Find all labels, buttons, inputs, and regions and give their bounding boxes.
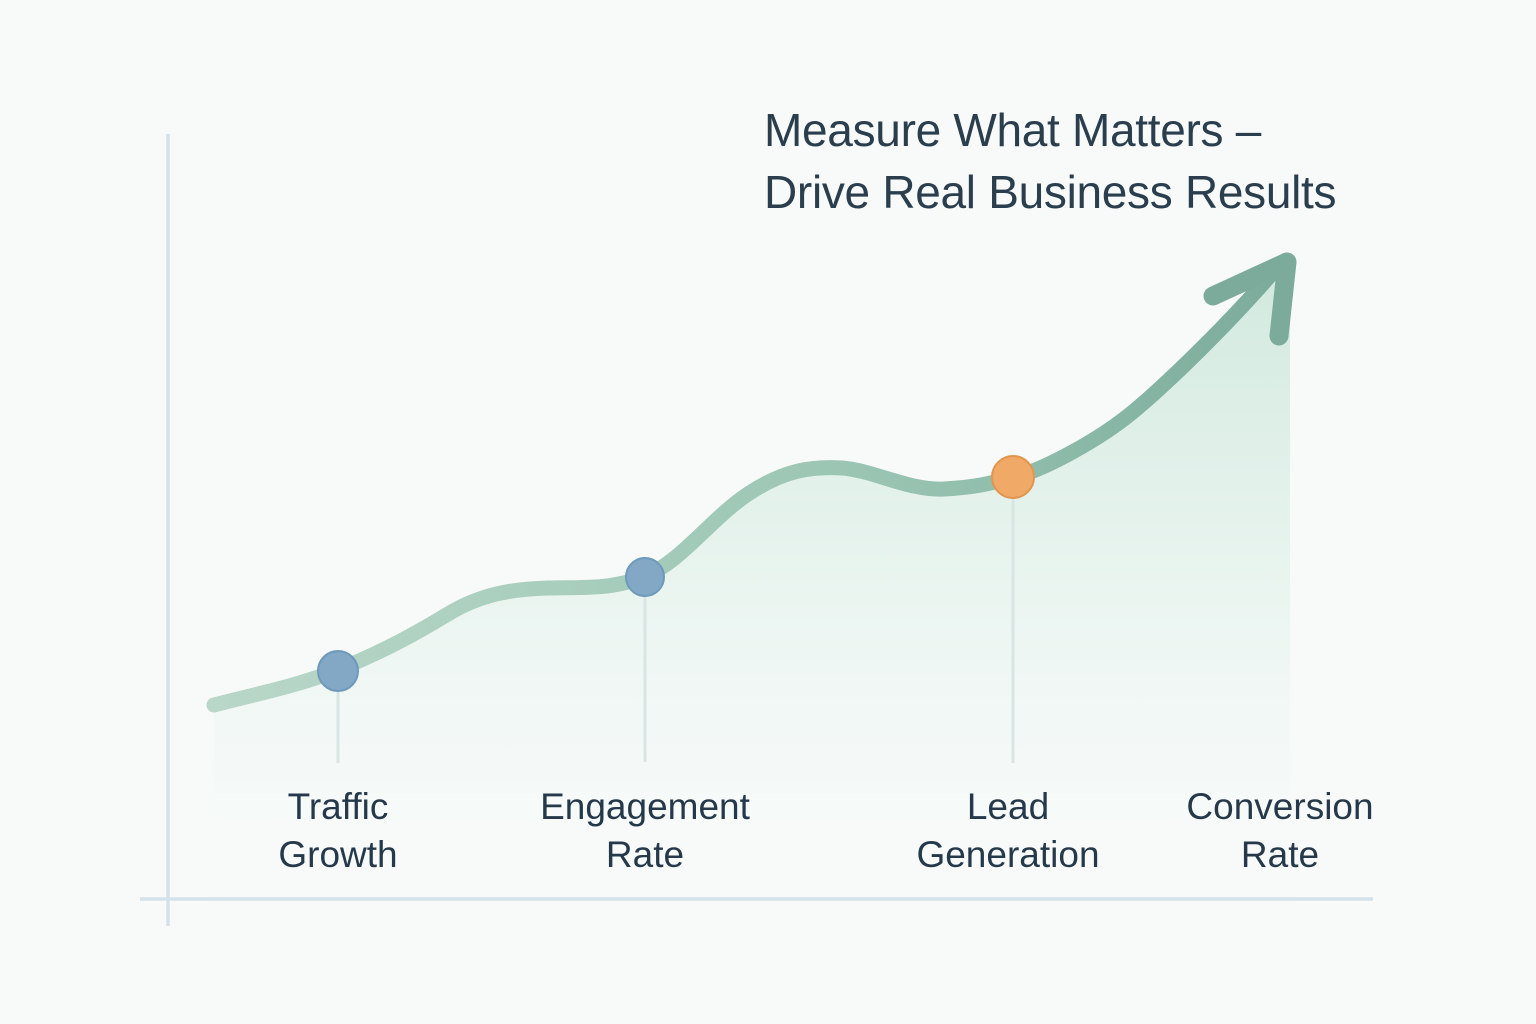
milestone-label-line: Conversion [1186, 786, 1374, 827]
milestone-label-lead-generation: Lead Generation [848, 783, 1168, 879]
milestone-label-traffic-growth: Traffic Growth [178, 783, 498, 879]
milestone-label-line: Growth [278, 834, 398, 875]
area-fill [214, 271, 1290, 905]
milestone-label-line: Rate [605, 834, 685, 875]
chart-title-line1: Measure What Matters – [764, 104, 1262, 156]
milestone-label-line: Rate [1240, 834, 1320, 875]
milestone-label-conversion-rate: Conversion Rate [1120, 783, 1440, 879]
growth-curve [206, 263, 1282, 713]
milestone-dot-engagement-rate [625, 557, 665, 597]
milestone-dot-lead-generation [991, 455, 1035, 499]
milestone-label-line: Generation [916, 834, 1100, 875]
milestone-label-line: Engagement [540, 786, 750, 827]
arrow-up-right-icon [1203, 252, 1297, 346]
milestone-label-line: Traffic [287, 786, 389, 827]
chart-title-line2: Drive Real Business Results [764, 166, 1337, 218]
milestone-label-engagement-rate: Engagement Rate [485, 783, 805, 879]
milestone-label-line: Lead [966, 786, 1050, 827]
chart-title: Measure What Matters – Drive Real Busine… [764, 99, 1337, 223]
milestone-dot-traffic-growth [317, 650, 359, 692]
